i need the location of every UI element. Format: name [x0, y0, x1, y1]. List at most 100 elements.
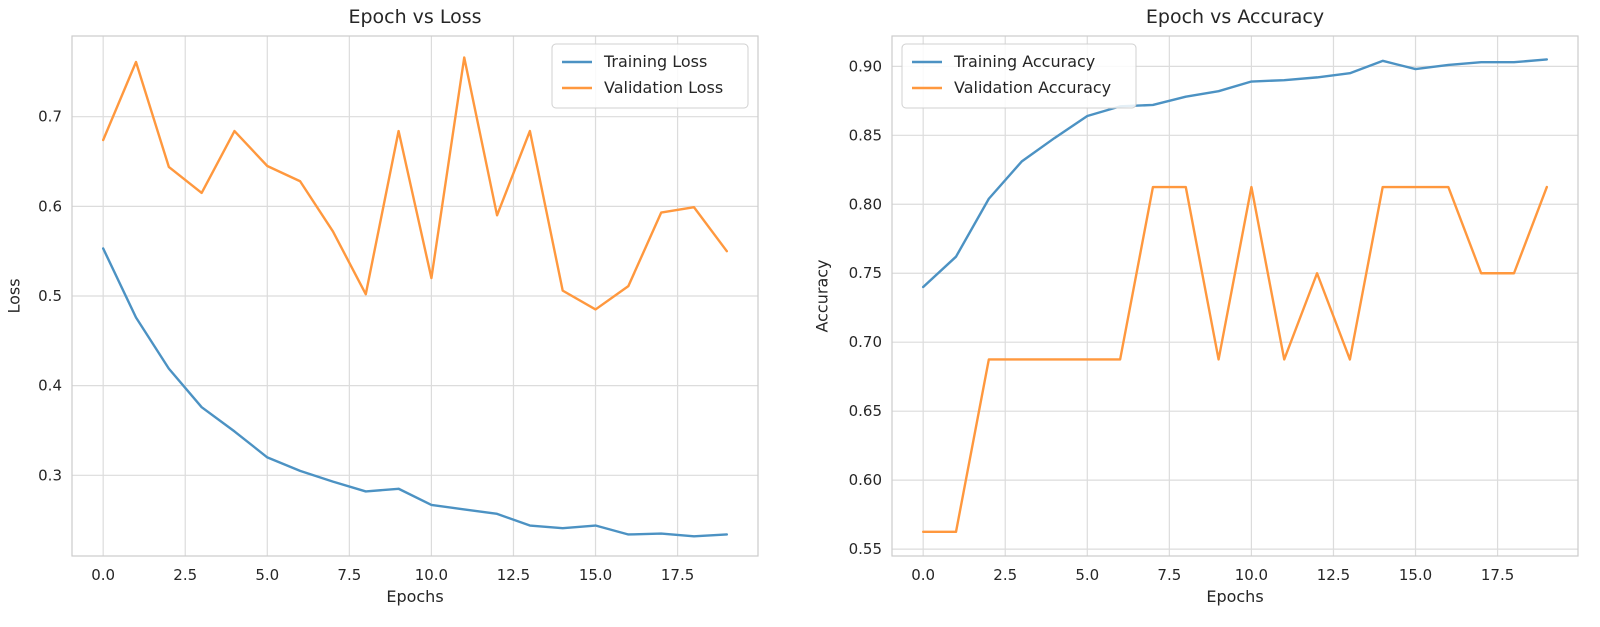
data-point — [1119, 358, 1121, 361]
data-point — [397, 487, 400, 490]
x-tick-label: 12.5 — [1317, 566, 1350, 584]
data-point — [1020, 358, 1023, 361]
data-point — [955, 531, 957, 533]
y-tick-label: 0.75 — [849, 264, 882, 282]
data-point — [1546, 58, 1548, 61]
data-point — [1217, 358, 1220, 361]
data-point — [430, 277, 433, 279]
data-point — [364, 490, 367, 493]
data-point — [332, 480, 334, 483]
x-tick-label: 0.0 — [91, 566, 115, 584]
data-point — [1086, 115, 1089, 117]
data-point — [1250, 186, 1253, 188]
data-point — [102, 247, 104, 250]
legend-label: Validation Loss — [604, 78, 723, 97]
data-point — [1217, 90, 1220, 92]
data-point — [1513, 61, 1515, 64]
y-tick-label: 0.3 — [38, 466, 62, 484]
x-tick-label: 15.0 — [1399, 566, 1432, 584]
data-point — [955, 255, 957, 258]
data-point — [1546, 186, 1548, 188]
data-point — [1020, 160, 1023, 163]
data-point — [988, 197, 990, 200]
data-point — [594, 524, 597, 527]
chart-title: Epoch vs Loss — [348, 6, 481, 28]
data-point — [430, 504, 433, 506]
data-point — [463, 56, 466, 59]
x-tick-label: 12.5 — [497, 566, 530, 584]
y-tick-label: 0.70 — [849, 333, 882, 351]
legend-label: Validation Accuracy — [954, 78, 1111, 97]
data-point — [397, 130, 400, 132]
x-tick-label: 15.0 — [579, 566, 612, 584]
data-point — [496, 513, 498, 515]
legend: Training Accuracy Validation Accuracy — [901, 43, 1137, 109]
plot-frame — [71, 35, 759, 557]
data-point — [726, 533, 728, 536]
data-point — [200, 192, 203, 194]
data-point — [1349, 72, 1351, 75]
data-point — [299, 470, 301, 472]
data-point — [1349, 358, 1351, 361]
data-point — [1283, 79, 1286, 81]
data-point — [988, 358, 990, 361]
data-point — [1250, 80, 1253, 83]
x-axis-title: Epochs — [1206, 587, 1263, 606]
y-tick-label: 0.4 — [38, 377, 62, 395]
data-point — [102, 139, 104, 141]
data-point — [168, 166, 170, 168]
data-point — [561, 527, 564, 530]
data-point — [1381, 60, 1384, 62]
data-point — [693, 206, 695, 209]
data-point — [561, 289, 564, 292]
series-line-training — [921, 58, 1549, 289]
data-point — [1283, 358, 1286, 361]
data-point — [1414, 68, 1417, 70]
plot-frame — [891, 35, 1579, 557]
data-point — [627, 533, 630, 536]
data-point — [266, 456, 269, 459]
x-tick-label: 7.5 — [1157, 566, 1181, 584]
data-point — [1053, 358, 1056, 361]
data-point — [463, 508, 466, 511]
data-point — [726, 250, 728, 252]
data-point — [1152, 186, 1154, 188]
y-tick-label: 0.7 — [38, 108, 62, 126]
data-point — [1086, 358, 1089, 361]
data-point — [1152, 104, 1154, 106]
data-point — [660, 532, 662, 535]
x-tick-label: 2.5 — [173, 566, 197, 584]
legend-box — [901, 43, 1137, 109]
data-point — [594, 308, 597, 311]
x-tick-label: 17.5 — [1481, 566, 1514, 584]
x-tick-label: 17.5 — [661, 566, 694, 584]
y-tick-label: 0.80 — [849, 195, 882, 213]
data-point — [922, 531, 924, 533]
y-tick-label: 0.60 — [849, 471, 882, 489]
data-point — [1316, 272, 1318, 275]
data-point — [135, 316, 137, 319]
y-axis-title: Loss — [5, 278, 24, 313]
data-point — [660, 211, 662, 214]
accuracy-chart: 0.0 2.5 5.0 7.5 10.0 12.5 15.0 17.5 0.55 0.60 0.65… — [813, 6, 1579, 606]
data-point — [1447, 64, 1450, 66]
legend-label: Training Loss — [603, 52, 707, 71]
data-point — [1184, 95, 1187, 98]
data-point — [1513, 272, 1515, 275]
y-axis-title: Accuracy — [813, 259, 832, 332]
data-point — [1316, 76, 1318, 79]
data-point — [529, 524, 531, 527]
data-point — [266, 165, 269, 167]
data-point — [168, 367, 170, 370]
x-tick-label: 2.5 — [993, 566, 1017, 584]
x-tick-label: 10.0 — [1235, 566, 1268, 584]
data-point — [496, 214, 498, 217]
data-point — [233, 130, 236, 132]
series-line-training — [101, 247, 729, 538]
x-tick-label: 5.0 — [255, 566, 279, 584]
data-point — [1480, 61, 1482, 64]
loss-chart: 0.0 2.5 5.0 7.5 10.0 12.5 15.0 17.5 0.3 0.4 0.5 0.6… — [5, 6, 759, 606]
data-point — [332, 230, 334, 233]
y-tick-label: 0.55 — [849, 540, 882, 558]
